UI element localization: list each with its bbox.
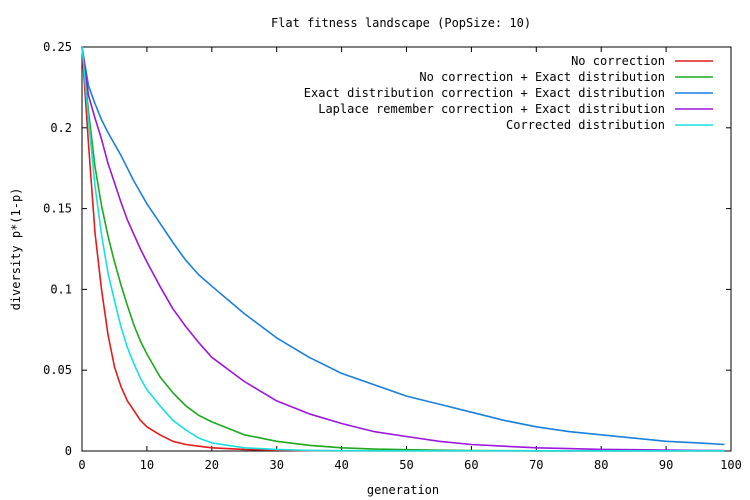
y-tick-label: 0.2 [50, 121, 72, 135]
x-tick-label: 60 [464, 458, 478, 472]
series-line-5 [81, 46, 725, 452]
x-tick-label: 20 [205, 458, 219, 472]
x-tick-label: 10 [140, 458, 154, 472]
legend-label: Laplace remember correction + Exact dist… [318, 102, 665, 116]
x-tick-label: 80 [594, 458, 608, 472]
chart-title: Flat fitness landscape (PopSize: 10) [271, 16, 531, 30]
x-axis-label: generation [367, 483, 439, 497]
x-tick-label: 0 [78, 458, 85, 472]
x-tick-label: 40 [334, 458, 348, 472]
x-tick-label: 30 [269, 458, 283, 472]
x-tick-label: 100 [720, 458, 742, 472]
series-line-4 [81, 46, 725, 452]
axis-ticks: 0 10 20 30 40 50 60 70 80 90 100 0 0.05 0.1 0.15 0.2 0.2… [43, 40, 742, 472]
x-tick-label: 50 [399, 458, 413, 472]
legend-label: No correction + Exact distribution [419, 70, 665, 84]
y-tick-label: 0.1 [50, 282, 72, 296]
legend: No correction No correction + Exact distr… [304, 54, 713, 132]
x-tick-label: 90 [659, 458, 673, 472]
series-lines [81, 46, 725, 452]
y-tick-label: 0.05 [43, 363, 72, 377]
legend-label: Corrected distribution [506, 118, 665, 132]
y-tick-label: 0 [65, 444, 72, 458]
series-line-3 [81, 46, 725, 446]
legend-label: Exact distribution correction + Exact di… [304, 86, 665, 100]
legend-label: No correction [571, 54, 665, 68]
y-tick-label: 0.15 [43, 202, 72, 216]
y-tick-label: 0.25 [43, 40, 72, 54]
y-axis-label: diversity p*(1-p) [9, 188, 23, 311]
x-tick-label: 70 [529, 458, 543, 472]
